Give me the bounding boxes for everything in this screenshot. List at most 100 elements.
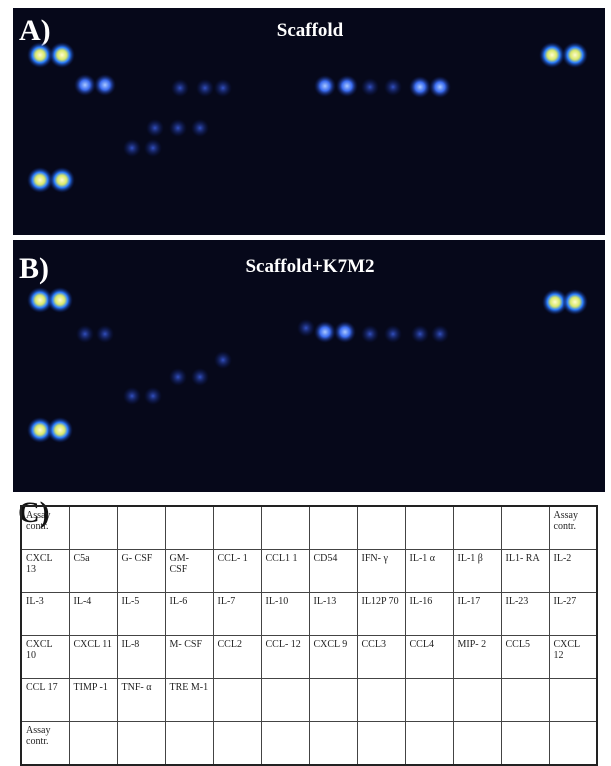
spot [361, 78, 379, 96]
panel-title: Scaffold+K7M2 [245, 256, 374, 277]
spot [47, 287, 73, 313]
table-cell: GM- CSF [165, 550, 213, 593]
table-cell [309, 722, 357, 766]
table-cell [213, 679, 261, 722]
table-cell: CXCL 12 [549, 636, 597, 679]
spot [191, 368, 209, 386]
table-cell: CCL1 1 [261, 550, 309, 593]
spot [171, 79, 189, 97]
table-cell [357, 506, 405, 550]
table-cell: CXCL 11 [69, 636, 117, 679]
table-cell [309, 506, 357, 550]
table-cell: CXCL 10 [21, 636, 69, 679]
table-cell: CCL- 1 [213, 550, 261, 593]
table-cell [117, 722, 165, 766]
table-cell: IL-27 [549, 593, 597, 636]
table-cell: IL12P 70 [357, 593, 405, 636]
table-cell: CCL2 [213, 636, 261, 679]
table-cell [261, 506, 309, 550]
table-cell: G- CSF [117, 550, 165, 593]
spot [214, 351, 232, 369]
panel-label: A) [19, 14, 51, 47]
table-cell: CCL- 12 [261, 636, 309, 679]
spot [144, 139, 162, 157]
table-cell: Assay contr. [549, 506, 597, 550]
spot [431, 325, 449, 343]
table-cell: IL-6 [165, 593, 213, 636]
table-cell [309, 679, 357, 722]
table-cell: IL-17 [453, 593, 501, 636]
spot [562, 42, 588, 68]
spot [562, 289, 588, 315]
spot [196, 79, 214, 97]
table-row: Assay contr. Assay contr. [21, 506, 597, 550]
table-cell [453, 722, 501, 766]
table-cell [501, 679, 549, 722]
table-cell [357, 722, 405, 766]
spot [539, 42, 565, 68]
spot [314, 321, 336, 343]
spot [361, 325, 379, 343]
table-cell [501, 506, 549, 550]
table-cell [165, 506, 213, 550]
spot [191, 119, 209, 137]
panel-title: Scaffold [277, 20, 344, 41]
spot [384, 325, 402, 343]
table-cell: IL-8 [117, 636, 165, 679]
table-cell [453, 506, 501, 550]
table-cell [405, 722, 453, 766]
table-cell [549, 679, 597, 722]
spot [411, 325, 429, 343]
table-cell [213, 506, 261, 550]
table-cell: TRE M-1 [165, 679, 213, 722]
table-cell: IL-5 [117, 593, 165, 636]
spot [49, 42, 75, 68]
table-cell [69, 506, 117, 550]
spot [429, 76, 451, 98]
spot [123, 139, 141, 157]
spot [144, 387, 162, 405]
table-cell: MIP- 2 [453, 636, 501, 679]
table-cell: IL-10 [261, 593, 309, 636]
array-image-b: B) Scaffold+K7M2 [13, 240, 605, 492]
table-cell: Assay contr. [21, 506, 69, 550]
table-cell: CD54 [309, 550, 357, 593]
table-cell: CCL3 [357, 636, 405, 679]
table-cell: IL-13 [309, 593, 357, 636]
table-cell: M- CSF [165, 636, 213, 679]
table-cell: TIMP -1 [69, 679, 117, 722]
table-cell: IL-7 [213, 593, 261, 636]
table-cell: CCL5 [501, 636, 549, 679]
table-cell [405, 679, 453, 722]
table-cell [213, 722, 261, 766]
page: A) Scaffold B) Scaffold+K7M2 C) Assay co… [0, 0, 611, 734]
spot [74, 74, 96, 96]
array-image-a: A) Scaffold [13, 8, 605, 235]
spot [47, 417, 73, 443]
table-cell [261, 679, 309, 722]
spot [76, 325, 94, 343]
spot [409, 76, 431, 98]
table-row: Assay contr. [21, 722, 597, 766]
spot [123, 387, 141, 405]
table-cell: CCL 17 [21, 679, 69, 722]
spot [336, 75, 358, 97]
table-cell: IL-23 [501, 593, 549, 636]
table-cell: CXCL 9 [309, 636, 357, 679]
table-cell [117, 506, 165, 550]
table-cell: IL-2 [549, 550, 597, 593]
table-cell: CCL4 [405, 636, 453, 679]
spot [169, 119, 187, 137]
table-cell [261, 722, 309, 766]
spot [94, 74, 116, 96]
table-cell: IFN- γ [357, 550, 405, 593]
spot [314, 75, 336, 97]
table-cell: CXCL 13 [21, 550, 69, 593]
spot [297, 319, 315, 337]
spot [334, 321, 356, 343]
table-cell [357, 679, 405, 722]
